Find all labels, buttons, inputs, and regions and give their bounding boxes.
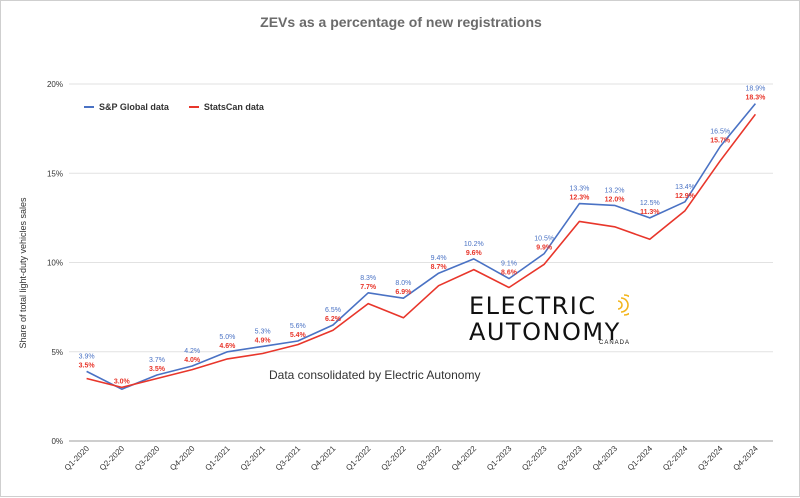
source-note: Data consolidated by Electric Autonomy <box>269 368 481 382</box>
x-tick-label: Q3-2023 <box>555 444 584 473</box>
y-tick-label: 5% <box>51 348 63 357</box>
legend-item-statscan: StatsCan data <box>188 102 264 112</box>
data-label-sp-global: 12.5% <box>640 200 660 207</box>
x-tick-label: Q4-2021 <box>309 444 338 473</box>
x-tick-label: Q1-2020 <box>63 444 92 473</box>
data-label-statscan: 3.5% <box>149 366 166 373</box>
y-axis-title: Share of total light-duty vehicles sales <box>18 197 28 349</box>
data-label-statscan: 4.0% <box>184 357 201 364</box>
x-tick-label: Q1-2022 <box>344 444 373 473</box>
data-label-sp-global: 9.1% <box>501 261 517 268</box>
data-label-statscan: 9.9% <box>536 245 553 252</box>
x-tick-label: Q2-2023 <box>520 444 549 473</box>
legend-label-sp-global: S&P Global data <box>99 102 169 112</box>
data-label-sp-global: 3.9% <box>79 353 95 360</box>
x-tick-label: Q3-2020 <box>133 444 162 473</box>
x-tick-label: Q1-2021 <box>203 444 232 473</box>
data-label-statscan: 8.7% <box>431 264 448 271</box>
data-label-sp-global: 6.5% <box>325 307 341 314</box>
y-tick-label: 10% <box>47 259 63 268</box>
data-label-sp-global: 4.2% <box>184 348 200 355</box>
x-tick-label: Q2-2021 <box>239 444 268 473</box>
y-tick-label: 20% <box>47 80 63 89</box>
chart-legend: S&P Global data StatsCan data <box>84 102 284 112</box>
data-label-statscan: 5.4% <box>290 332 307 339</box>
data-label-statscan: 15.7% <box>710 137 731 144</box>
x-tick-label: Q2-2022 <box>379 444 408 473</box>
x-tick-label: Q2-2024 <box>661 444 690 473</box>
data-label-statscan: 12.0% <box>605 196 626 203</box>
series-line-statscan <box>86 113 757 389</box>
data-label-statscan: 11.3% <box>640 209 660 216</box>
data-label-statscan: 3.0% <box>114 378 131 385</box>
data-label-statscan: 18.3% <box>745 95 766 102</box>
logo-line-2: AUTONOMY <box>469 318 621 346</box>
x-tick-label: Q2-2020 <box>98 444 127 473</box>
data-label-statscan: 9.6% <box>466 250 483 257</box>
x-tick-label: Q4-2022 <box>450 444 479 473</box>
data-label-statscan: 4.6% <box>219 343 236 350</box>
data-label-sp-global: 3.7% <box>149 357 165 364</box>
data-label-sp-global: 8.0% <box>395 280 411 287</box>
data-label-sp-global: 16.5% <box>710 128 730 135</box>
legend-item-sp-global: S&P Global data <box>84 102 169 112</box>
data-label-sp-global: 10.2% <box>464 241 484 248</box>
data-label-sp-global: 5.3% <box>255 328 271 335</box>
series-line-sp-global <box>86 103 757 391</box>
data-label-statscan: 6.9% <box>395 289 412 296</box>
x-tick-label: Q3-2024 <box>696 444 725 473</box>
logo-subtitle: CANADA <box>599 340 631 346</box>
x-tick-label: Q1-2024 <box>626 444 655 473</box>
y-tick-label: 15% <box>47 169 63 178</box>
data-label-statscan: 8.6% <box>501 270 518 277</box>
signal-waves-icon <box>617 294 629 316</box>
x-tick-label: Q4-2024 <box>731 444 760 473</box>
data-label-sp-global: 18.9% <box>745 86 765 93</box>
data-label-statscan: 6.2% <box>325 316 342 323</box>
x-tick-label: Q3-2022 <box>415 444 444 473</box>
x-tick-label: Q4-2023 <box>591 444 620 473</box>
data-label-statscan: 12.3% <box>569 195 590 202</box>
data-label-sp-global: 13.4% <box>675 184 695 191</box>
electric-autonomy-logo: ELECTRIC AUTONOMY CANADA <box>469 293 659 353</box>
data-label-statscan: 7.7% <box>360 284 377 291</box>
data-label-sp-global: 8.3% <box>360 275 376 282</box>
y-tick-label: 0% <box>51 437 63 446</box>
x-tick-label: Q1-2023 <box>485 444 514 473</box>
legend-label-statscan: StatsCan data <box>203 102 264 112</box>
logo-line-1: ELECTRIC <box>469 292 597 320</box>
legend-swatch-sp-global <box>84 106 94 108</box>
x-tick-label: Q3-2021 <box>274 444 303 473</box>
data-label-statscan: 4.9% <box>255 337 272 344</box>
data-label-sp-global: 13.2% <box>605 187 625 194</box>
data-label-sp-global: 9.4% <box>431 255 447 262</box>
data-label-sp-global: 5.6% <box>290 323 306 330</box>
legend-swatch-statscan <box>188 106 199 108</box>
chart-title: ZEVs as a percentage of new registration… <box>260 14 542 30</box>
data-label-sp-global: 10.5% <box>534 236 554 243</box>
data-label-sp-global: 13.3% <box>569 186 589 193</box>
data-label-statscan: 3.5% <box>79 362 96 369</box>
x-tick-label: Q4-2020 <box>168 444 197 473</box>
data-label-statscan: 12.9% <box>675 193 696 200</box>
data-label-sp-global: 5.0% <box>219 334 235 341</box>
